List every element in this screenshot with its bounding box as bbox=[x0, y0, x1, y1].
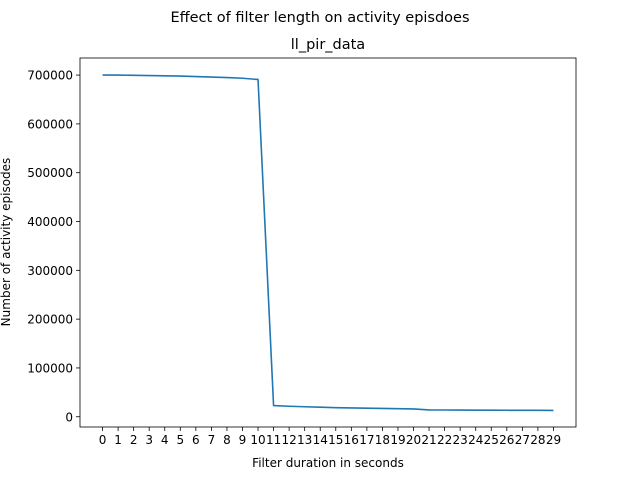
x-tick-label: 17 bbox=[359, 433, 374, 447]
x-tick-label: 21 bbox=[421, 433, 436, 447]
x-tick-label: 22 bbox=[437, 433, 452, 447]
x-tick-label: 18 bbox=[375, 433, 390, 447]
x-tick-label: 3 bbox=[145, 433, 153, 447]
x-tick-label: 12 bbox=[281, 433, 296, 447]
x-tick-label: 11 bbox=[266, 433, 281, 447]
y-axis: 0 100000 200000 300000 400000 500000 600000 700… bbox=[27, 69, 80, 424]
x-tick-label: 0 bbox=[99, 433, 107, 447]
x-tick-label: 8 bbox=[223, 433, 231, 447]
x-tick-label: 23 bbox=[453, 433, 468, 447]
x-tick-label: 25 bbox=[484, 433, 499, 447]
y-tick-label: 400000 bbox=[27, 215, 73, 229]
x-tick-label: 7 bbox=[208, 433, 216, 447]
x-axis-label: Filter duration in seconds bbox=[252, 456, 404, 470]
y-tick-label: 300000 bbox=[27, 264, 73, 278]
x-tick-label: 20 bbox=[406, 433, 421, 447]
series-line bbox=[102, 74, 554, 412]
x-tick-label: 16 bbox=[344, 433, 359, 447]
x-tick-label: 15 bbox=[328, 433, 343, 447]
chart-suptitle: Effect of filter length on activity epis… bbox=[170, 10, 469, 26]
x-tick-label: 24 bbox=[468, 433, 483, 447]
chart-title: ll_pir_data bbox=[291, 37, 365, 53]
y-axis-label: Number of activity episodes bbox=[0, 158, 13, 327]
x-tick-label: 28 bbox=[530, 433, 545, 447]
x-tick-label: 10 bbox=[250, 433, 265, 447]
x-tick-label: 27 bbox=[515, 433, 530, 447]
x-tick-label: 14 bbox=[313, 433, 328, 447]
y-tick-label: 600000 bbox=[27, 117, 73, 131]
x-tick-label: 5 bbox=[176, 433, 184, 447]
x-tick-label: 13 bbox=[297, 433, 312, 447]
y-tick-label: 100000 bbox=[27, 361, 73, 375]
plot-area bbox=[80, 58, 576, 427]
x-tick-label: 9 bbox=[239, 433, 247, 447]
y-tick-label: 500000 bbox=[27, 166, 73, 180]
x-tick-label: 19 bbox=[390, 433, 405, 447]
y-tick-label: 700000 bbox=[27, 69, 73, 83]
x-tick-label: 29 bbox=[546, 433, 561, 447]
plot-frame bbox=[79, 57, 577, 428]
y-tick-label: 0 bbox=[65, 410, 73, 424]
y-tick-label: 200000 bbox=[27, 313, 73, 327]
x-tick-label: 26 bbox=[499, 433, 514, 447]
x-tick-label: 1 bbox=[114, 433, 122, 447]
x-axis: 0 1 2 3 4 5 6 7 8 9 10 11 12 13 14 15 16 17 18 19 20 21 22 23 24… bbox=[99, 427, 561, 447]
x-tick-label: 2 bbox=[130, 433, 138, 447]
x-tick-label: 6 bbox=[192, 433, 200, 447]
x-tick-label: 4 bbox=[161, 433, 169, 447]
